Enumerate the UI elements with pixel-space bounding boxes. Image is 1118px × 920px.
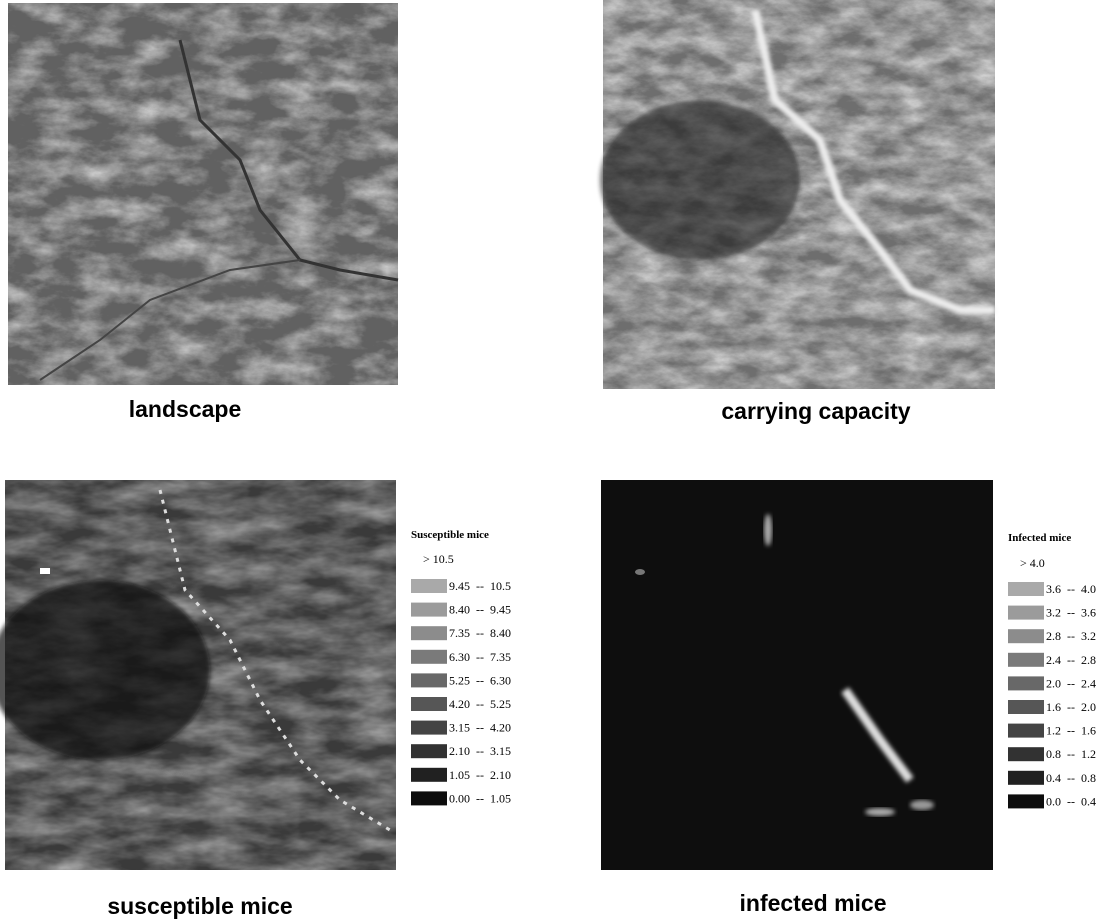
legend-swatch	[1008, 653, 1044, 667]
legend-label: 5.25 -- 6.30	[449, 673, 511, 687]
legend-label: 2.10 -- 3.15	[449, 744, 511, 758]
legend-label: 9.45 -- 10.5	[449, 579, 511, 593]
legend-swatch	[411, 744, 447, 758]
caption: landscape	[129, 396, 242, 422]
legend-swatch	[1008, 582, 1044, 596]
legend-label: 0.00 -- 1.05	[449, 791, 511, 805]
legend-label: 7.35 -- 8.40	[449, 626, 511, 640]
legend-swatch	[411, 650, 447, 664]
legend-top-label: > 4.0	[1020, 556, 1045, 570]
legend-label: 1.6 -- 2.0	[1046, 700, 1096, 714]
legend-swatch	[1008, 771, 1044, 785]
legend-label: 4.20 -- 5.25	[449, 697, 511, 711]
legend-swatch	[411, 791, 447, 805]
legend-swatch	[411, 768, 447, 782]
legend-swatch	[1008, 629, 1044, 643]
legend-swatch	[411, 579, 447, 593]
caption: susceptible mice	[107, 893, 292, 919]
legend-title: Susceptible mice	[411, 529, 489, 541]
figure: landscape carrying capacity susceptible mi…	[0, 0, 1118, 920]
legend-label: 1.05 -- 2.10	[449, 768, 511, 782]
legend-label: 3.2 -- 3.6	[1046, 606, 1096, 620]
legend-swatch	[411, 603, 447, 617]
legend-swatch	[1008, 676, 1044, 690]
legend-label: 3.6 -- 4.0	[1046, 582, 1096, 596]
legend-swatch	[1008, 724, 1044, 738]
caption: infected mice	[740, 890, 887, 916]
legend-label: 2.4 -- 2.8	[1046, 653, 1096, 667]
legend-swatch	[1008, 606, 1044, 620]
legend-swatch	[1008, 700, 1044, 714]
legend-swatch	[1008, 747, 1044, 761]
legend-label: 2.0 -- 2.4	[1046, 676, 1096, 690]
legend-swatch	[411, 626, 447, 640]
legend-swatch	[1008, 794, 1044, 808]
legend-title: Infected mice	[1008, 532, 1071, 544]
legend-label: 6.30 -- 7.35	[449, 650, 511, 664]
caption: carrying capacity	[721, 398, 910, 424]
legend-label: 8.40 -- 9.45	[449, 603, 511, 617]
legend-label: 0.8 -- 1.2	[1046, 747, 1096, 761]
legend-label: 1.2 -- 1.6	[1046, 724, 1096, 738]
susceptible-mice-map	[0, 480, 396, 870]
legend-label: 3.15 -- 4.20	[449, 721, 511, 735]
infected-mice-map	[601, 480, 993, 870]
carrying-capacity-map	[600, 0, 995, 389]
legend-swatch	[411, 673, 447, 687]
legend-top-label: > 10.5	[423, 552, 454, 566]
legend-label: 2.8 -- 3.2	[1046, 629, 1096, 643]
legend-swatch	[411, 721, 447, 735]
legend-label: 0.4 -- 0.8	[1046, 771, 1096, 785]
landscape-map	[8, 3, 398, 385]
legend-label: 0.0 -- 0.4	[1046, 794, 1096, 808]
legend-swatch	[411, 697, 447, 711]
